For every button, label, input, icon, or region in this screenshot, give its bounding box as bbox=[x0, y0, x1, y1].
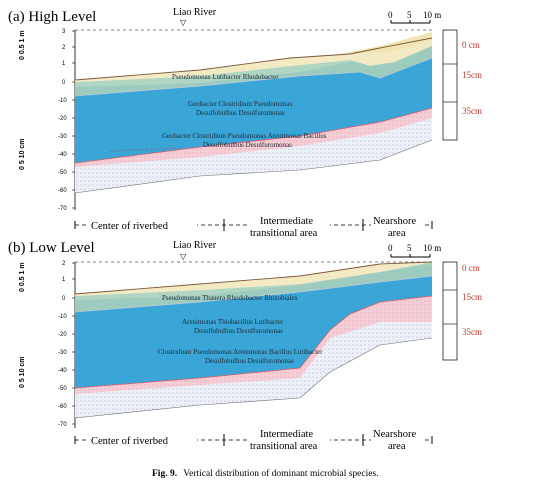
zone-bar-b: Center of riverbed Intermediate transiti… bbox=[74, 427, 433, 453]
vertical-scale-cm-a: 0 5 10 cm bbox=[19, 138, 26, 170]
zone-label-intermediate-2: transitional area bbox=[250, 441, 318, 452]
panel-a: (a) High Level Liao River ▽ 0 5 10 m bbox=[8, 7, 482, 240]
panel-b-title: (b) Low Level bbox=[8, 240, 95, 256]
zone-label-nearshore: Nearshore bbox=[373, 429, 416, 440]
surface-line-b bbox=[74, 261, 433, 295]
depth-legend-a: 0 cm 15cm 35cm bbox=[442, 29, 482, 141]
depth-label: 0 cm bbox=[462, 263, 480, 273]
y-tick: 2 bbox=[62, 45, 66, 51]
panel-b: (b) Low Level Liao River ▽ 0 5 10 m Pseu… bbox=[8, 240, 482, 453]
y-tick: 3 bbox=[62, 29, 66, 35]
depth-label: 15cm bbox=[462, 292, 482, 302]
scale-tick-10: 10 m bbox=[423, 243, 441, 253]
top-soil-b bbox=[75, 262, 432, 296]
y-tick: -50 bbox=[58, 386, 67, 392]
zone-label-center: Center of riverbed bbox=[91, 436, 169, 447]
depth-label: 35cm bbox=[462, 327, 482, 337]
y-tick: -40 bbox=[58, 152, 67, 158]
water-level-icon: ▽ bbox=[180, 18, 187, 27]
scale-tick-0: 0 bbox=[388, 243, 393, 253]
depth-label: 0 cm bbox=[462, 40, 480, 50]
vertical-scale-m-a: 0 0.5 1 m bbox=[19, 30, 26, 60]
green-band-b bbox=[75, 262, 432, 312]
y-tick: -70 bbox=[58, 422, 67, 428]
panel-a-title: (a) High Level bbox=[8, 9, 96, 25]
top-soil-a bbox=[75, 38, 432, 82]
y-tick: -70 bbox=[58, 206, 67, 212]
species-label: Desulfobulbus Desulfuromonas bbox=[194, 327, 283, 335]
species-label: Desulfobulbus Desulfuromonas bbox=[196, 109, 285, 117]
y-tick: 1 bbox=[62, 277, 66, 283]
y-tick: -50 bbox=[58, 170, 67, 176]
y-tick: -10 bbox=[58, 98, 67, 104]
river-label-b: Liao River bbox=[173, 240, 217, 251]
scale-tick-5: 5 bbox=[407, 10, 412, 20]
caption-text: Vertical distribution of dominant microb… bbox=[183, 468, 378, 479]
species-label: Arenimonas Thiobacillus Lutibacter bbox=[182, 318, 284, 326]
y-tick: 1 bbox=[62, 61, 66, 67]
species-label: Geobacter Clostridium Pseudomonas bbox=[188, 100, 292, 108]
species-label: Geobacter Clostridium Pseudomonas Arenim… bbox=[162, 132, 327, 140]
y-tick: -60 bbox=[58, 404, 67, 410]
river-label-a: Liao River bbox=[173, 7, 217, 18]
scale-tick-10: 10 m bbox=[423, 10, 441, 20]
water-level-icon: ▽ bbox=[180, 252, 187, 261]
figure-caption: Fig. 9. Vertical distribution of dominan… bbox=[152, 468, 379, 479]
y-tick: -40 bbox=[58, 368, 67, 374]
caption-label: Fig. 9. bbox=[152, 469, 177, 479]
scale-tick-5: 5 bbox=[407, 243, 412, 253]
species-label: Pseudomonas Thauera Rhodobacter Rhizobia… bbox=[162, 294, 298, 302]
y-tick: 0 bbox=[62, 296, 66, 302]
zone-label-center: Center of riverbed bbox=[91, 221, 169, 232]
y-tick: -30 bbox=[58, 134, 67, 140]
zone-label-nearshore-2: area bbox=[388, 441, 406, 452]
green-band-a bbox=[75, 46, 432, 96]
y-axis-ticks-b: 2 1 0 -10 -20 -30 -40 -50 -60 -70 bbox=[58, 261, 75, 428]
zone-label-nearshore: Nearshore bbox=[373, 216, 416, 227]
zone-label-intermediate-2: transitional area bbox=[250, 228, 318, 239]
y-tick: -60 bbox=[58, 188, 67, 194]
vertical-scale-cm-b: 0 5 10 cm bbox=[19, 356, 26, 388]
depth-label: 15cm bbox=[462, 70, 482, 80]
vertical-scale-m-b: 0 0.5 1 m bbox=[19, 262, 26, 292]
species-label: Pseudomonas Lutibacter Rhodobacter bbox=[172, 73, 279, 81]
surface-line-a bbox=[74, 37, 433, 81]
zone-label-intermediate: Intermediate bbox=[260, 216, 313, 227]
y-tick: -10 bbox=[58, 314, 67, 320]
y-axis-ticks-a: 3 2 1 0 -10 -20 -30 -40 -50 -60 -70 bbox=[58, 29, 75, 212]
zone-label-intermediate: Intermediate bbox=[260, 429, 313, 440]
depth-label: 35cm bbox=[462, 106, 482, 116]
zone-label-nearshore-2: area bbox=[388, 228, 406, 239]
y-tick: -20 bbox=[58, 332, 67, 338]
y-tick: 2 bbox=[62, 261, 66, 267]
horizontal-scale-bar-b: 0 5 10 m bbox=[388, 243, 441, 258]
depth-legend-b: 0 cm 15cm 35cm bbox=[442, 261, 482, 361]
y-tick: -20 bbox=[58, 116, 67, 122]
horizontal-scale-bar-a: 0 5 10 m bbox=[388, 10, 441, 24]
zone-bar-a: Center of riverbed Intermediate transiti… bbox=[74, 214, 433, 240]
species-label: Desulfobulbus Desulfuromonas bbox=[205, 357, 294, 365]
y-tick: -30 bbox=[58, 350, 67, 356]
species-label: Clostridium Pseudomonas Arenimonas Bacil… bbox=[158, 348, 323, 356]
y-tick: 0 bbox=[62, 80, 66, 86]
scale-tick-0: 0 bbox=[388, 10, 393, 20]
species-label: Desulfobulbus Desulfuromonas bbox=[203, 141, 292, 149]
